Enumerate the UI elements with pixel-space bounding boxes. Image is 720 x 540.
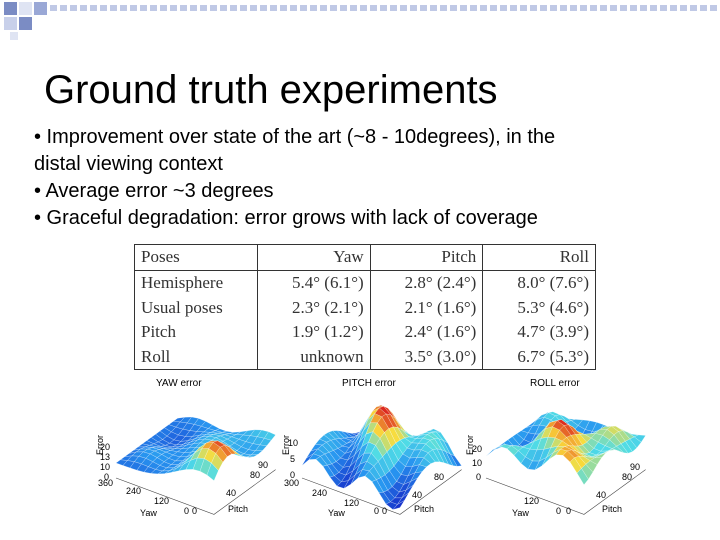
table-row: Hemisphere 5.4° (6.1°) 2.8° (2.4°) 8.0° … xyxy=(134,270,596,296)
surface-facet xyxy=(301,453,314,466)
surface-mesh xyxy=(301,405,462,510)
table-cell: 4.7° (3.9°) xyxy=(482,319,596,345)
z-tick: 10 xyxy=(288,438,299,448)
plot-title: PITCH error xyxy=(342,378,396,389)
y-tick: 0 xyxy=(192,506,198,516)
x-axis-label: Yaw xyxy=(512,508,529,518)
z-tick: 20 xyxy=(100,442,111,452)
table-cell: Roll xyxy=(134,344,258,371)
column-header: Poses xyxy=(134,244,258,271)
axis-line xyxy=(115,469,276,515)
bullet-item: distal viewing context xyxy=(34,153,223,175)
slide-title: Ground truth experiments xyxy=(44,68,498,112)
y-tick: 40 xyxy=(412,490,423,500)
z-tick: 0 xyxy=(290,470,296,480)
y-tick: 80 xyxy=(250,470,261,480)
x-tick: 0 xyxy=(556,506,562,516)
corner-decoration xyxy=(4,2,720,40)
table-cell: 1.9° (1.2°) xyxy=(257,319,371,345)
table-cell: unknown xyxy=(257,344,371,371)
plot-title: YAW error xyxy=(156,378,202,389)
column-header: Roll xyxy=(482,244,596,271)
x-axis-label: Yaw xyxy=(140,508,157,518)
table-cell: 2.4° (1.6°) xyxy=(369,319,484,345)
table-cell: 5.4° (6.1°) xyxy=(257,270,371,296)
bullet-item: • Graceful degradation: error grows with… xyxy=(34,207,538,229)
y-tick: 90 xyxy=(630,462,641,472)
table-row: Roll unknown 3.5° (3.0°) 6.7° (5.3°) xyxy=(134,344,596,371)
y-tick: 0 xyxy=(382,506,388,516)
z-tick: 0 xyxy=(476,472,482,482)
surface-graphic xyxy=(485,411,646,515)
y-tick: 80 xyxy=(622,472,633,482)
table-cell: Hemisphere xyxy=(134,270,258,296)
table-cell: 5.3° (4.6°) xyxy=(482,295,596,320)
x-tick: 120 xyxy=(344,498,360,508)
table-cell: 3.5° (3.0°) xyxy=(369,344,484,371)
table-header-row: Poses Yaw Pitch Roll xyxy=(134,244,596,271)
y-tick: 90 xyxy=(258,460,269,470)
y-axis-label: Pitch xyxy=(414,504,435,514)
x-tick: 240 xyxy=(312,488,328,498)
y-axis-label: Pitch xyxy=(602,504,623,514)
bullet-item: • Improvement over state of the art (~8 … xyxy=(34,126,556,148)
surface-facet xyxy=(392,500,405,510)
surface-graphic xyxy=(301,405,462,515)
table-cell: Pitch xyxy=(134,319,258,345)
z-tick: 20 xyxy=(472,444,483,454)
x-tick: 120 xyxy=(154,496,170,506)
bullet-list: • Improvement over state of the art (~8 … xyxy=(34,124,714,232)
table-cell: 2.8° (2.4°) xyxy=(369,270,484,296)
axis-line xyxy=(301,469,462,515)
y-axis-label: Pitch xyxy=(228,504,249,514)
results-table: Poses Yaw Pitch Roll Hemisphere 5.4° (6.… xyxy=(134,244,596,371)
x-tick: 300 xyxy=(284,478,300,488)
x-tick: 240 xyxy=(126,486,142,496)
table-cell: 6.7° (5.3°) xyxy=(482,344,596,371)
table-cell: 8.0° (7.6°) xyxy=(482,270,596,296)
surface-facet xyxy=(576,468,589,486)
x-tick: 120 xyxy=(524,496,540,506)
z-tick: 5 xyxy=(290,454,296,464)
table-row: Usual poses 2.3° (2.1°) 2.1° (1.6°) 5.3°… xyxy=(134,295,596,320)
surface-mesh xyxy=(115,416,276,481)
surface-mesh xyxy=(485,411,646,486)
y-tick: 40 xyxy=(596,490,607,500)
table-cell: 2.3° (2.1°) xyxy=(257,295,371,320)
x-tick: 360 xyxy=(98,478,114,488)
surface-facet xyxy=(206,462,219,481)
y-tick: 80 xyxy=(434,472,445,482)
y-tick: 40 xyxy=(226,488,237,498)
y-tick: 0 xyxy=(566,506,572,516)
x-tick: 0 xyxy=(184,506,190,516)
surface-graphic xyxy=(115,416,276,515)
table-cell: 2.1° (1.6°) xyxy=(369,295,484,320)
x-tick: 0 xyxy=(374,506,380,516)
z-tick: 13 xyxy=(100,452,111,462)
z-tick: 0 xyxy=(104,472,110,482)
z-tick: 10 xyxy=(472,458,483,468)
table-cell: Usual poses xyxy=(134,295,258,320)
yaw-error-plot: YAW error Error 20 13 10 0 360 240 120 0… xyxy=(86,378,276,518)
table-row: Pitch 1.9° (1.2°) 2.4° (1.6°) 4.7° (3.9°… xyxy=(134,319,596,345)
axis-line xyxy=(485,469,646,515)
roll-error-plot: ROLL error Error 20 10 0 120 0 Yaw 0 40 … xyxy=(456,378,646,518)
bullet-item: • Average error ~3 degrees xyxy=(34,180,274,202)
x-axis-label: Yaw xyxy=(328,508,345,518)
plot-title: ROLL error xyxy=(530,378,580,389)
column-header: Pitch xyxy=(369,244,484,271)
z-tick: 10 xyxy=(100,462,111,472)
column-header: Yaw xyxy=(257,244,371,271)
pitch-error-plot: PITCH error Error 10 5 0 300 240 120 0 Y… xyxy=(272,378,462,518)
